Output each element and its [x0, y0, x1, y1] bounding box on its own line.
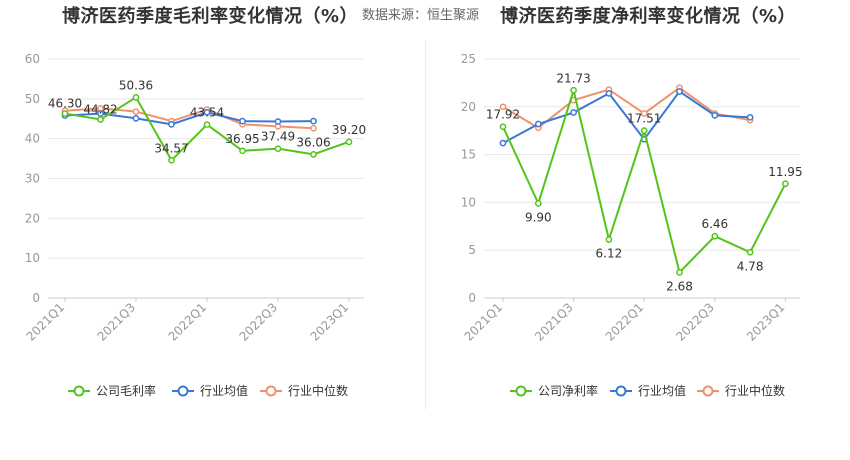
net-industry-avg-point	[711, 112, 719, 119]
net-company-point	[605, 236, 613, 243]
left-chart-title: 博济医药季度毛利率变化情况（%）	[62, 6, 359, 27]
gross-company-point	[132, 94, 140, 101]
net-industry-avg-point	[746, 113, 754, 121]
net-y-tick-label: 20	[461, 100, 476, 114]
net-x-tick-label: 2021Q1	[462, 300, 506, 344]
net-data-label: 21.73	[556, 71, 590, 85]
gross-company-point	[239, 147, 246, 155]
gross-y-tick-label: 0	[32, 291, 40, 305]
net-data-label: 6.46	[701, 217, 728, 231]
net-data-label: 4.78	[737, 259, 764, 273]
net-company-point	[711, 232, 719, 240]
net-y-tick-label: 0	[468, 291, 476, 305]
gross-data-label: 44.82	[83, 102, 117, 116]
net-data-label: 17.51	[627, 112, 661, 126]
gross-y-tick-label: 40	[25, 132, 40, 146]
net-company-point	[570, 86, 577, 94]
data-source: 数据来源：恒生聚源	[362, 8, 480, 23]
gross-company-point	[345, 138, 353, 146]
net-x-tick-label: 2022Q1	[603, 300, 647, 344]
gross-legend-industry-median-label: 行业中位数	[288, 383, 348, 398]
gross-data-label: 36.95	[225, 132, 259, 146]
net-legend-industry-median-marker	[702, 385, 714, 397]
net-x-tick-label: 2021Q3	[532, 300, 576, 344]
gross-company-point	[97, 116, 104, 123]
right-chart-title: 博济医药季度净利率变化情况（%）	[500, 6, 797, 27]
net-industry-median-line	[502, 86, 751, 130]
gross-data-label: 43.54	[190, 106, 224, 120]
gross-legend-company-label: 公司毛利率	[96, 383, 156, 398]
gross-y-tick-label: 60	[25, 52, 40, 66]
chart-divider	[425, 40, 426, 410]
net-company-point	[534, 200, 542, 207]
gross-data-label: 50.36	[119, 78, 153, 92]
gross-data-label: 34.57	[154, 141, 188, 155]
net-data-label: 17.92	[486, 108, 520, 122]
gross-data-label: 46.30	[48, 97, 82, 111]
net-industry-avg-point	[534, 120, 542, 128]
net-company-point	[640, 127, 648, 134]
gross-y-tick-label: 50	[25, 92, 40, 106]
net-y-tick-label: 15	[461, 148, 476, 162]
gross-industry-avg-point	[203, 109, 211, 116]
net-company-point	[676, 269, 683, 276]
gross-legend-company-marker	[73, 385, 85, 397]
net-y-tick-label: 5	[468, 243, 476, 257]
gross-industry-avg-point	[274, 118, 282, 125]
net-industry-avg-point	[570, 109, 577, 116]
gross-y-tick-label: 10	[25, 251, 40, 265]
net-x-tick-label: 2022Q3	[673, 300, 717, 344]
net-data-label: 6.12	[596, 246, 623, 260]
net-industry-avg-point	[499, 139, 507, 147]
gross-legend-industry-median-marker	[265, 385, 277, 397]
net-data-label: 2.68	[666, 279, 693, 293]
gross-data-label: 36.06	[296, 135, 330, 149]
net-industry-avg-point	[676, 88, 683, 95]
net-industry-median-point	[640, 110, 648, 117]
gross-company-point	[168, 156, 175, 164]
gross-legend-industry-avg-marker	[177, 385, 189, 397]
net-industry-median-point	[499, 103, 507, 111]
net-industry-avg-point	[605, 90, 613, 97]
gross-legend-industry-avg-label: 行业均值	[200, 383, 248, 398]
net-company-point	[499, 123, 507, 131]
gross-data-label: 37.49	[261, 130, 295, 144]
net-legend-industry-avg-marker	[615, 385, 627, 397]
gross-company-point	[61, 110, 69, 117]
net-company-point	[746, 248, 754, 256]
net-y-tick-label: 25	[461, 52, 476, 66]
gross-company-point	[310, 151, 317, 158]
gross-company-point	[203, 121, 211, 128]
gross-y-tick-label: 20	[25, 211, 40, 225]
gross-data-label: 39.20	[332, 123, 366, 137]
gross-industry-median-point	[310, 124, 317, 132]
gross-industry-avg-point	[239, 117, 246, 125]
gross-industry-avg-point	[132, 115, 140, 122]
net-data-label: 9.90	[525, 210, 552, 224]
gross-industry-avg-line	[64, 111, 314, 126]
net-legend-industry-median-label: 行业中位数	[725, 383, 785, 398]
gross-industry-avg-point	[310, 117, 317, 125]
gross-industry-avg-point	[168, 120, 175, 128]
net-legend-company-label: 公司净利率	[538, 383, 598, 398]
net-x-tick-label: 2023Q1	[744, 300, 788, 344]
net-company-point	[782, 180, 789, 188]
net-legend-company-marker	[515, 385, 527, 397]
gross-industry-median-point	[132, 108, 140, 115]
net-industry-avg-line	[502, 90, 751, 145]
gross-y-tick-label: 30	[25, 172, 40, 186]
net-y-tick-label: 10	[461, 195, 476, 209]
gross-industry-median-line	[64, 107, 314, 130]
net-legend-industry-avg-label: 行业均值	[638, 383, 686, 398]
net-data-label: 11.95	[768, 165, 802, 179]
gross-company-point	[274, 145, 282, 153]
